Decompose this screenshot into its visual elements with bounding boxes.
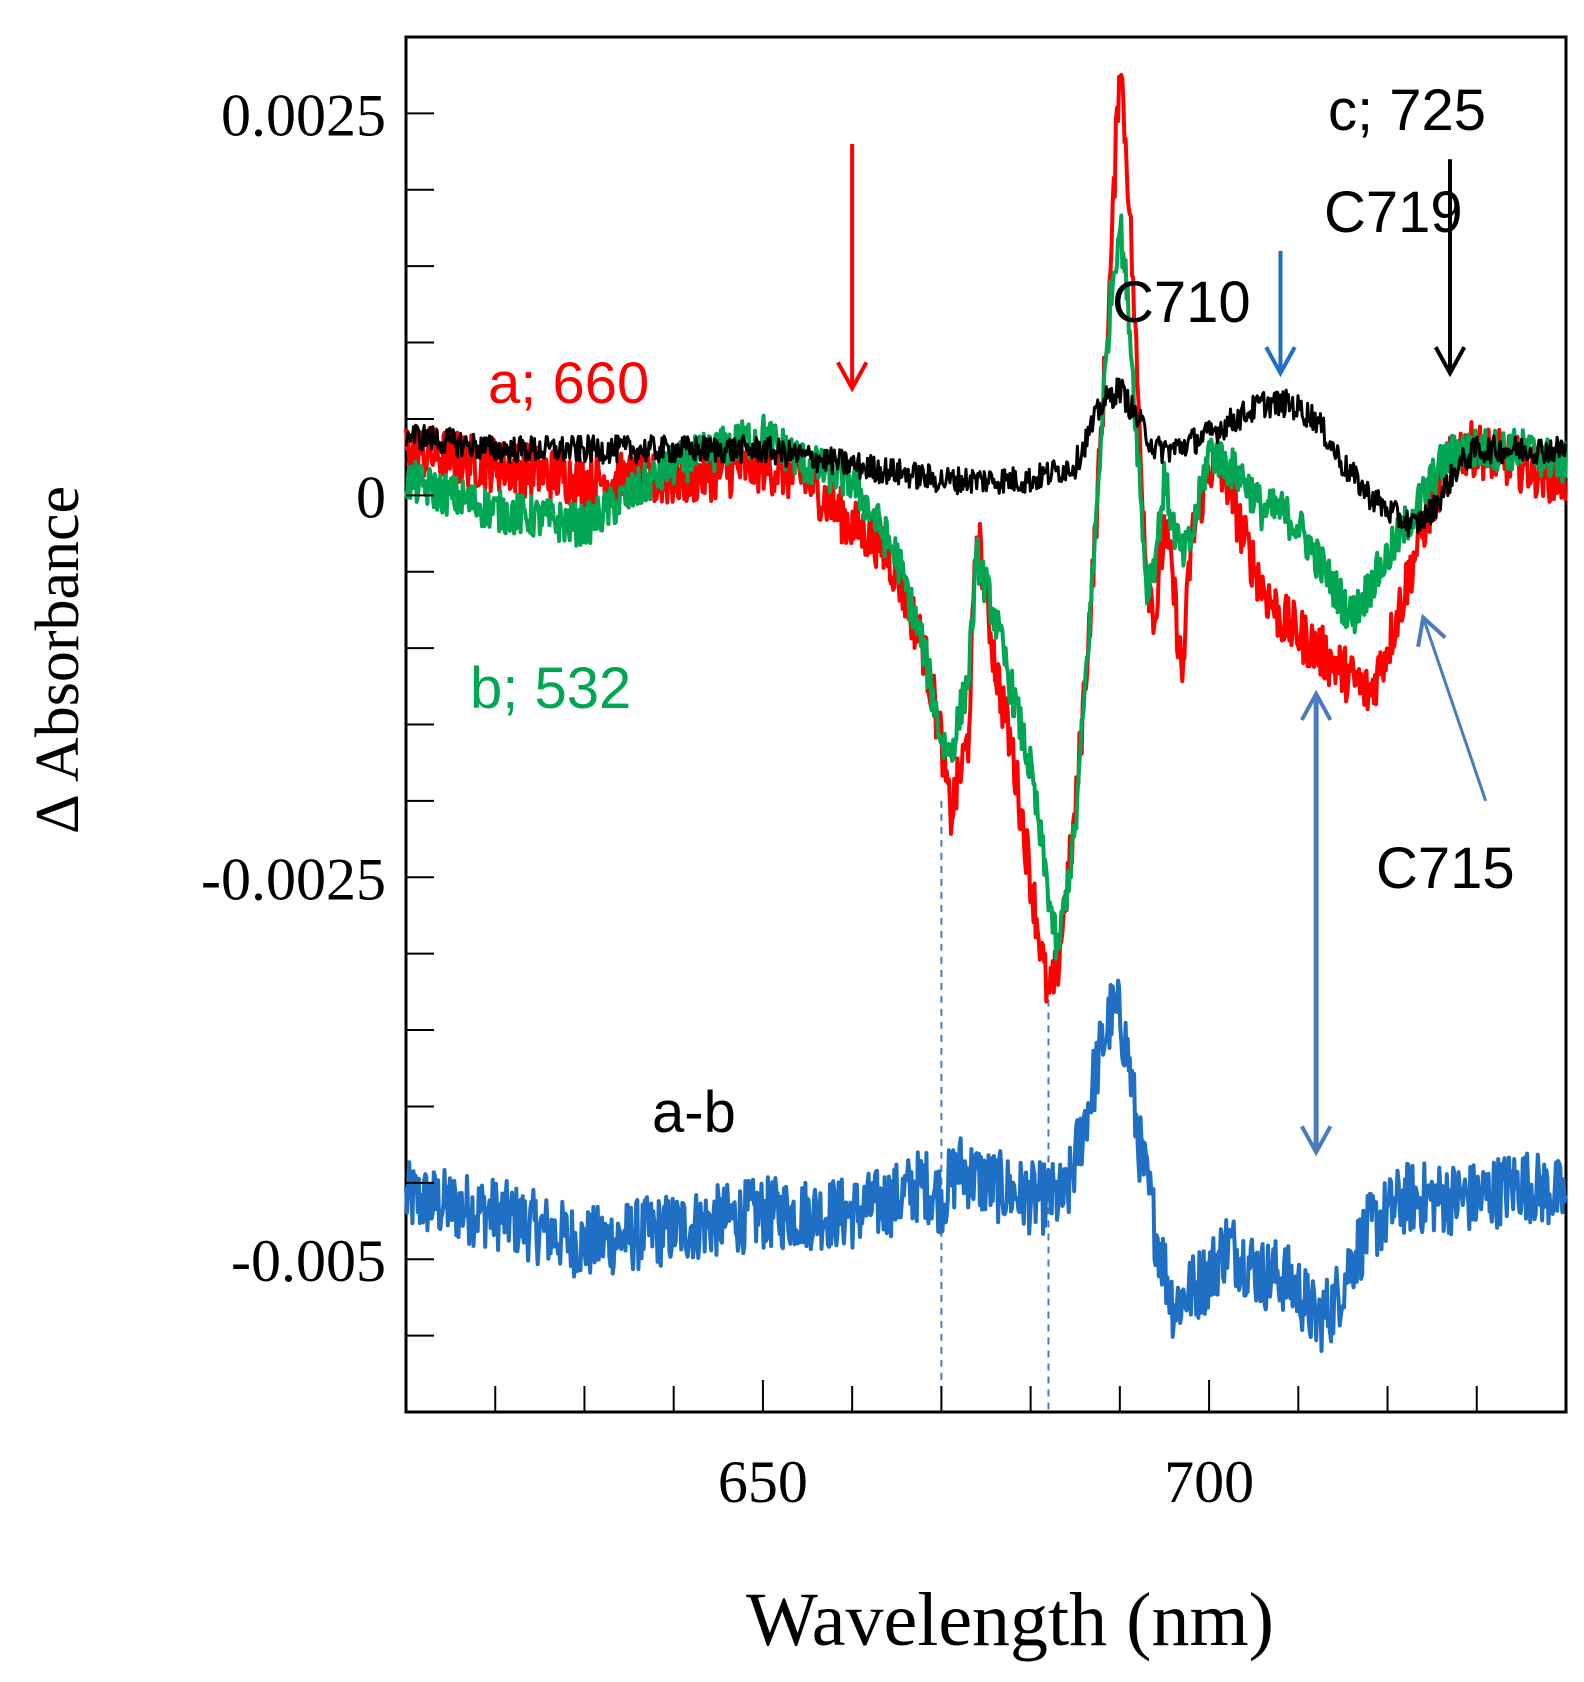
x-tick-label: 700: [1164, 1449, 1254, 1515]
label-c719: C719: [1324, 180, 1463, 245]
series-layer: [404, 72, 1568, 1353]
double-arrow-712-head-top: [1300, 689, 1333, 721]
y-tick-label: -0.0025: [201, 846, 386, 912]
x-tick-label: 650: [718, 1449, 808, 1515]
label-c710: C710: [1112, 270, 1251, 335]
guide-lines: [940, 800, 1050, 1412]
double-arrow-712-head: [1300, 1125, 1333, 1157]
y-tick-label: 0.0025: [221, 82, 386, 148]
label-a-660: a; 660: [488, 351, 649, 416]
series-b-532: [404, 213, 1568, 961]
arrow-715-head: [1416, 613, 1447, 648]
y-tick-label: -0.005: [231, 1228, 386, 1294]
arrow-710-head: [1264, 346, 1297, 378]
axis-ticks: 0.0025 0 -0.0025 -0.005 650 700: [201, 36, 1567, 1515]
arrows-layer: [836, 143, 1488, 1157]
y-axis-label: Δ Absorbance: [24, 486, 92, 834]
label-c715: C715: [1376, 836, 1515, 901]
x-axis-label: Wavelength (nm): [746, 1578, 1274, 1662]
arrow-725-head: [1433, 346, 1467, 378]
y-tick-label: 0: [356, 464, 386, 530]
label-c-725: c; 725: [1328, 78, 1486, 143]
arrow-715-shaft: [1421, 617, 1488, 802]
series-a-b: [404, 978, 1568, 1353]
series-c-725: [404, 377, 1568, 538]
label-b-532: b; 532: [470, 656, 631, 721]
label-a-minus-b: a-b: [652, 1080, 736, 1145]
arrow-660-head: [836, 361, 869, 393]
